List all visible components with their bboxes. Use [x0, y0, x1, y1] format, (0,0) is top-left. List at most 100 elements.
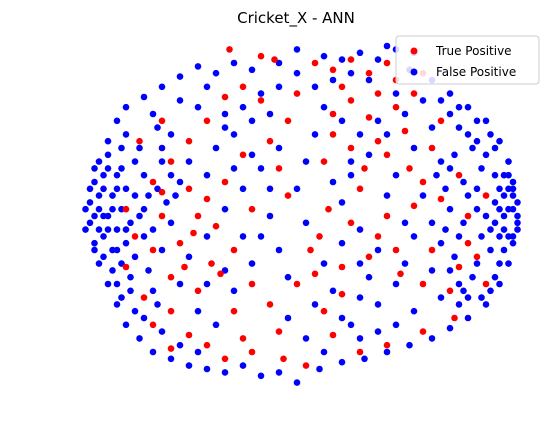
- point-true-positive-61: [167, 273, 175, 281]
- point-false-positive-178: [419, 97, 427, 104]
- point-false-positive-47: [496, 280, 503, 288]
- point-false-positive-70: [95, 205, 103, 213]
- point-true-positive-2: [271, 56, 278, 63]
- point-false-positive-148: [212, 144, 220, 152]
- point-true-positive-103: [356, 185, 364, 193]
- point-false-positive-67: [122, 185, 130, 193]
- point-false-positive-27: [122, 321, 130, 329]
- point-false-positive-256: [113, 246, 121, 254]
- point-true-positive-108: [190, 229, 197, 237]
- point-false-positive-172: [356, 226, 364, 233]
- point-false-positive-271: [338, 239, 346, 247]
- point-true-positive-16: [374, 137, 382, 145]
- point-false-positive-261: [221, 267, 229, 274]
- point-false-positive-54: [496, 137, 503, 145]
- point-true-positive-29: [392, 246, 400, 254]
- point-false-positive-61: [100, 233, 107, 240]
- point-false-positive-7: [293, 46, 301, 53]
- point-false-positive-264: [248, 151, 256, 159]
- point-false-positive-254: [109, 205, 116, 213]
- point-false-positive-69: [122, 239, 130, 247]
- point-false-positive-113: [478, 165, 485, 172]
- point-false-positive-57: [446, 90, 454, 97]
- point-false-positive-268: [257, 90, 265, 97]
- point-true-positive-77: [185, 137, 193, 145]
- point-false-positive-94: [100, 253, 107, 261]
- point-true-positive-42: [329, 331, 337, 339]
- point-false-positive-177: [401, 110, 409, 118]
- points-layer: [82, 42, 521, 386]
- point-false-positive-205: [311, 131, 319, 138]
- point-false-positive-230: [113, 280, 121, 288]
- point-false-positive-91: [86, 185, 94, 193]
- point-true-positive-69: [248, 205, 256, 213]
- point-false-positive-52: [509, 178, 517, 186]
- point-false-positive-215: [167, 171, 175, 179]
- point-false-positive-161: [257, 233, 265, 240]
- point-false-positive-137: [478, 294, 485, 301]
- point-false-positive-122: [455, 124, 463, 131]
- point-true-positive-68: [239, 151, 247, 159]
- point-true-positive-102: [320, 158, 328, 165]
- legend-label-false-positive: False Positive: [436, 65, 516, 79]
- point-false-positive-139: [487, 131, 494, 138]
- point-false-positive-207: [338, 117, 346, 125]
- point-true-positive-47: [325, 205, 332, 213]
- point-true-positive-101: [284, 117, 292, 125]
- point-false-positive-272: [329, 178, 337, 186]
- point-false-positive-125: [460, 178, 467, 186]
- point-false-positive-116: [464, 131, 472, 138]
- point-false-positive-40: [361, 355, 368, 363]
- point-false-positive-112: [473, 185, 481, 193]
- point-false-positive-201: [320, 260, 328, 267]
- point-false-positive-198: [374, 328, 382, 335]
- point-false-positive-97: [118, 144, 125, 152]
- point-false-positive-212: [167, 219, 175, 227]
- point-false-positive-171: [374, 246, 382, 254]
- point-false-positive-216: [158, 158, 166, 165]
- point-true-positive-37: [428, 246, 436, 254]
- point-false-positive-82: [140, 233, 148, 240]
- point-false-positive-179: [392, 90, 400, 97]
- point-false-positive-77: [131, 158, 139, 165]
- point-false-positive-235: [176, 341, 184, 349]
- legend: True Positive False Positive: [395, 35, 540, 85]
- point-false-positive-253: [104, 226, 112, 233]
- point-false-positive-213: [163, 199, 170, 206]
- point-false-positive-202: [302, 219, 310, 227]
- point-false-positive-199: [356, 335, 364, 342]
- point-false-positive-41: [383, 348, 391, 356]
- point-false-positive-0: [383, 42, 391, 50]
- point-true-positive-28: [374, 233, 382, 240]
- point-false-positive-14: [158, 83, 166, 91]
- point-true-positive-46: [316, 233, 323, 240]
- point-false-positive-79: [140, 171, 148, 179]
- point-false-positive-221: [442, 185, 449, 193]
- point-false-positive-228: [455, 280, 463, 288]
- point-true-positive-48: [307, 246, 314, 254]
- point-false-positive-266: [221, 124, 229, 131]
- point-true-positive-31: [338, 263, 346, 271]
- point-false-positive-80: [131, 192, 139, 199]
- point-false-positive-244: [496, 205, 503, 213]
- point-false-positive-22: [86, 219, 94, 227]
- point-false-positive-225: [442, 226, 449, 233]
- point-false-positive-274: [383, 192, 391, 199]
- point-true-positive-15: [401, 127, 409, 135]
- point-false-positive-76: [127, 273, 134, 281]
- point-false-positive-259: [91, 246, 98, 254]
- point-true-positive-82: [266, 137, 274, 145]
- point-false-positive-30: [167, 355, 175, 363]
- point-true-positive-71: [217, 270, 224, 278]
- point-false-positive-88: [154, 124, 161, 131]
- point-false-positive-247: [509, 192, 517, 199]
- point-false-positive-105: [500, 212, 508, 220]
- point-false-positive-103: [496, 185, 503, 193]
- point-false-positive-62: [109, 192, 116, 199]
- point-false-positive-74: [91, 212, 98, 220]
- point-true-positive-30: [365, 253, 373, 261]
- point-false-positive-234: [158, 328, 166, 335]
- point-false-positive-217: [145, 192, 152, 199]
- point-true-positive-91: [158, 117, 166, 125]
